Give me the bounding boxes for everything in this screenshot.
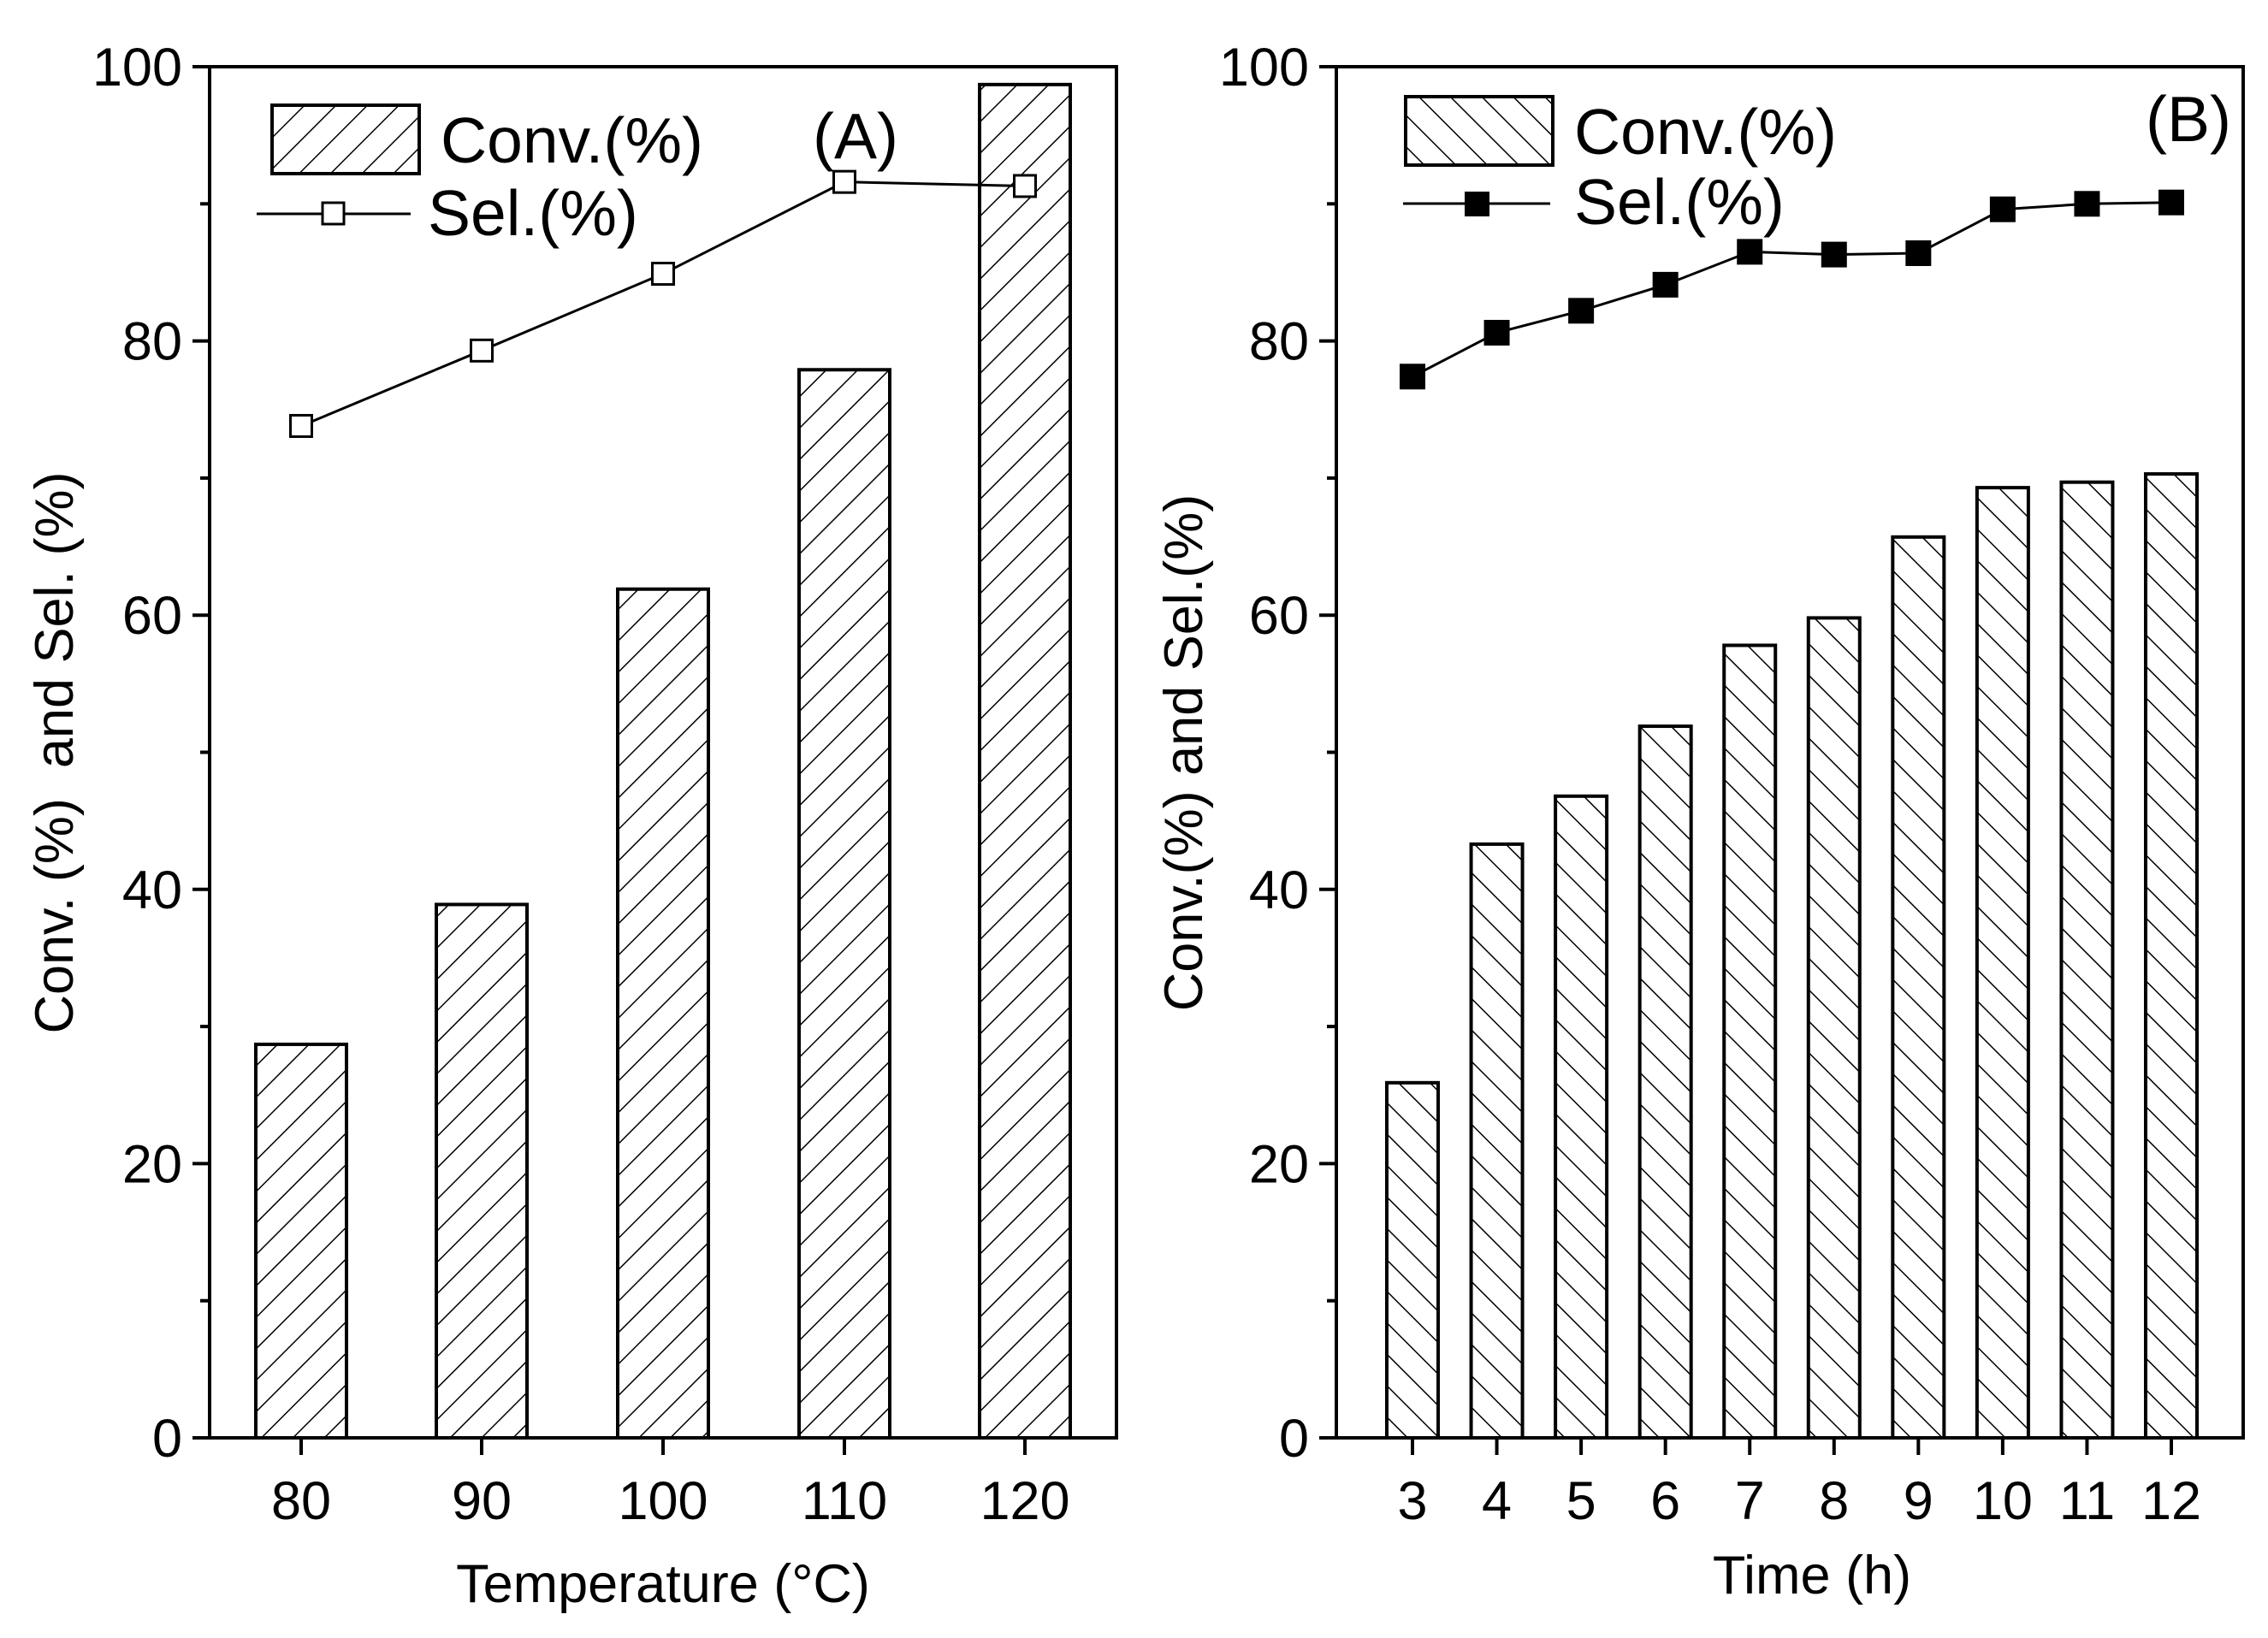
conversion-bar [616, 587, 710, 1440]
y-tick-label: 0 [152, 1409, 182, 1469]
selectivity-point [1905, 240, 1932, 267]
panel-b-selectivity-line [1400, 189, 2184, 390]
conversion-bar [2144, 472, 2199, 1440]
panel-a-y-axis-title: Conv. (%) and Sel. (%) [25, 471, 85, 1033]
selectivity-point [1013, 174, 1037, 198]
conversion-bar [1891, 535, 1946, 1440]
panel-a-x-axis-title: Temperature (°C) [456, 1554, 870, 1614]
panel-a: 0 20 40 60 80 100 80 90 100 110 120 Temperature (… [25, 38, 1118, 1614]
y-tick-label: 20 [1249, 1134, 1309, 1194]
x-tick-label: 90 [452, 1471, 512, 1531]
conversion-bar [1554, 794, 1609, 1440]
x-tick-label: 10 [1973, 1471, 2033, 1531]
panel-a-legend-conv-label: Conv.(%) [441, 104, 703, 176]
panel-a-y-axis: 0 20 40 60 80 100 [92, 38, 210, 1469]
panel-b-label: (B) [2146, 83, 2231, 155]
conversion-bar [254, 1042, 348, 1440]
panel-a-x-axis: 80 90 100 110 120 [271, 1438, 1070, 1531]
panel-b-y-axis: 0 20 40 60 80 100 [1219, 38, 1336, 1469]
selectivity-point [651, 262, 675, 287]
selectivity-point [832, 169, 856, 194]
conversion-bar [1469, 842, 1525, 1440]
y-tick-label: 40 [122, 860, 182, 920]
y-tick-label: 80 [122, 312, 182, 372]
selectivity-point [1737, 239, 1763, 265]
conversion-bar [2059, 480, 2115, 1440]
x-tick-label: 3 [1397, 1471, 1427, 1531]
conversion-bar [1722, 643, 1778, 1440]
panel-b: 0 20 40 60 80 100 3 4 5 6 7 8 9 10 11 12 Time (h) Conv… [1154, 38, 2245, 1605]
selectivity-point [1989, 196, 2016, 222]
selectivity-point [470, 338, 494, 363]
panel-b-legend-conv-swatch [1404, 95, 1554, 167]
panel-a-legend-conv-swatch [270, 103, 421, 175]
panel-a-legend: Conv.(%) Sel.(%) [257, 103, 703, 249]
conversion-bar [1806, 616, 1862, 1440]
panel-b-legend-conv-label: Conv.(%) [1574, 96, 1837, 168]
y-tick-label: 60 [1249, 586, 1309, 646]
x-tick-label: 12 [2141, 1471, 2201, 1531]
panel-b-legend-sel-marker [1465, 192, 1489, 216]
x-tick-label: 100 [618, 1471, 708, 1531]
panel-b-legend-sel-label: Sel.(%) [1574, 166, 1785, 238]
panel-b-y-axis-title: Conv.(%) and Sel.(%) [1154, 494, 1214, 1012]
selectivity-point [1568, 298, 1595, 324]
x-tick-label: 9 [1904, 1471, 1933, 1531]
y-tick-label: 0 [1279, 1409, 1309, 1469]
panel-a-selectivity-line [289, 169, 1037, 438]
conversion-bar [797, 368, 891, 1440]
x-tick-label: 120 [980, 1471, 1069, 1531]
x-tick-label: 110 [802, 1471, 887, 1531]
x-tick-label: 5 [1566, 1471, 1596, 1531]
x-tick-label: 8 [1819, 1471, 1849, 1531]
selectivity-line [300, 180, 1026, 428]
y-tick-label: 80 [1249, 312, 1309, 372]
selectivity-point [2074, 191, 2100, 217]
selectivity-point [1483, 319, 1510, 346]
panel-b-legend: Conv.(%) Sel.(%) [1403, 95, 1837, 238]
x-tick-label: 80 [271, 1471, 331, 1531]
panel-a-label: (A) [813, 100, 898, 172]
x-tick-label: 4 [1482, 1471, 1512, 1531]
y-tick-label: 40 [1249, 860, 1309, 920]
panel-b-x-axis-title: Time (h) [1713, 1546, 1911, 1605]
selectivity-line [1412, 201, 2172, 378]
conversion-bar [1975, 486, 2030, 1440]
conversion-bar [435, 902, 529, 1440]
panel-a-bars [254, 82, 1072, 1440]
selectivity-point [1821, 241, 1847, 268]
y-tick-label: 100 [92, 38, 182, 98]
selectivity-point [1400, 364, 1425, 390]
conversion-bar [1385, 1080, 1440, 1440]
y-tick-label: 20 [122, 1134, 182, 1194]
selectivity-point [2158, 189, 2184, 216]
panel-a-legend-sel-label: Sel.(%) [428, 177, 638, 249]
conversion-bar [978, 82, 1072, 1440]
selectivity-point [289, 413, 313, 438]
y-tick-label: 60 [122, 586, 182, 646]
y-tick-label: 100 [1219, 38, 1309, 98]
x-tick-label: 6 [1650, 1471, 1680, 1531]
panel-a-legend-sel-marker [321, 201, 346, 226]
x-tick-label: 11 [2059, 1471, 2115, 1531]
panel-b-bars [1385, 472, 2199, 1440]
panel-b-x-axis: 3 4 5 6 7 8 9 10 11 12 [1397, 1438, 2201, 1531]
conversion-bar [1637, 724, 1693, 1440]
selectivity-point [1652, 271, 1679, 298]
x-tick-label: 7 [1735, 1471, 1765, 1531]
